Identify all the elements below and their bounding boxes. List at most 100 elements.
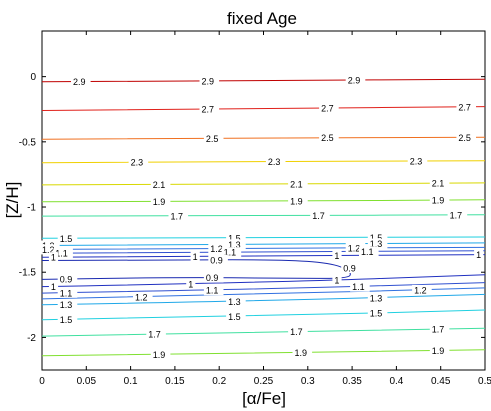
contour-label-bg	[40, 244, 60, 255]
contour-label: 1.5	[60, 234, 73, 244]
contour-label: 1.9	[153, 350, 166, 360]
contour-line-2-3	[41, 160, 486, 164]
contour-label-bg	[150, 349, 171, 360]
contour-label: 1	[51, 282, 56, 292]
contour-label: 1.9	[432, 196, 445, 206]
contour-label: 1.9	[290, 197, 303, 207]
contour-label-bg	[208, 243, 228, 254]
contour-label: 2.5	[458, 133, 471, 143]
contour-label: 1.3	[228, 297, 241, 307]
contour-label-bg	[292, 347, 313, 358]
contour-label-bg	[133, 292, 153, 302]
contour-label-bg	[319, 103, 339, 114]
contour-label-bg	[265, 156, 286, 167]
contour-label-bg	[57, 299, 78, 310]
contour-label-bg	[53, 248, 73, 259]
contour-label: 1.9	[153, 197, 166, 207]
contour-label-bg	[190, 251, 200, 262]
contour-label-bg	[341, 263, 361, 273]
contour-label-bg	[203, 285, 224, 296]
x-tick-label: 0.4	[389, 376, 403, 387]
contour-label-bg	[367, 238, 388, 249]
contour-label-bg	[345, 242, 366, 253]
contour-label-bg	[429, 195, 450, 206]
contour-label: 1.5	[60, 315, 73, 325]
contour-label-bg	[150, 196, 171, 207]
contour-label: 2.1	[153, 180, 166, 190]
contour-label: 1.5	[228, 312, 241, 322]
contour-label-bg	[48, 281, 59, 292]
contour-label: 1.5	[370, 309, 383, 319]
x-tick-label: 0.25	[254, 376, 274, 387]
contour-label-bg	[226, 239, 246, 250]
x-tick-label: 0.3	[301, 376, 315, 387]
contour-line-2-7	[41, 106, 486, 111]
contour-label-bg	[57, 287, 78, 298]
contour-label: 2.3	[268, 157, 281, 167]
contour-label: 1.1	[352, 282, 365, 292]
contour-label-bg	[57, 233, 78, 244]
contour-label: 1.1	[60, 288, 73, 298]
contour-label: 1	[476, 250, 481, 260]
contour-label-bg	[208, 254, 228, 265]
contour-line-1-7	[41, 327, 486, 337]
contour-label: 2.5	[321, 133, 334, 143]
contour-label-bg	[288, 196, 308, 206]
contour-label-bg	[367, 308, 388, 319]
contour-label-bg	[367, 292, 388, 303]
chart-title: fixed Age	[227, 9, 297, 28]
x-tick-label: 0.1	[124, 376, 138, 387]
contour-label-bg	[350, 281, 370, 292]
contour-label: 2.9	[202, 76, 215, 86]
contour-label: 1.2	[210, 244, 223, 254]
contour-line-1-7	[41, 214, 486, 217]
contour-label-bg	[447, 209, 468, 220]
contour-label: 1	[51, 253, 56, 263]
contour-label: 1.9	[432, 346, 445, 356]
contour-label-bg	[186, 279, 196, 289]
contour-line-1-2	[41, 287, 486, 300]
contour-label: 1.2	[348, 243, 361, 253]
contour-label: 2.7	[321, 104, 334, 114]
contour-label-bg	[226, 296, 246, 307]
contour-label-bg	[128, 157, 149, 168]
y-axis-ticks: 0 -0.5 -1 -1.5 -2	[19, 72, 485, 344]
x-tick-label: 0.2	[212, 376, 226, 387]
x-tick-label: 0	[39, 376, 45, 387]
contour-label: 0.9	[210, 255, 223, 265]
contour-label-bg	[412, 284, 432, 295]
contour-label: 1.7	[148, 330, 161, 340]
x-axis-label: [α/Fe]	[242, 389, 286, 408]
contour-label: 1	[334, 276, 339, 286]
contour-label-bg	[429, 178, 450, 189]
contour-label-bg	[429, 324, 450, 335]
contour-line-1-9	[41, 199, 486, 203]
contour-label: 2.9	[348, 76, 361, 86]
y-axis-label: [Z/H]	[3, 182, 22, 219]
contour-label-bg	[221, 247, 242, 258]
contour-label-bg	[288, 179, 308, 189]
contour-label-bg	[332, 275, 342, 286]
contour-label-bg	[57, 314, 78, 325]
x-tick-label: 0.05	[77, 376, 97, 387]
contour-label-bg	[345, 75, 366, 86]
contour-label-bg	[359, 246, 379, 257]
contour-label-bg	[71, 76, 91, 87]
contour-label: 1.3	[370, 239, 383, 249]
contour-line-1	[41, 254, 486, 258]
contour-label: 2.3	[410, 157, 423, 167]
contour-label: 2.3	[131, 158, 144, 168]
contour-label-bg	[310, 210, 330, 221]
contour-label: 0.9	[206, 273, 219, 283]
contour-label-bg	[146, 329, 166, 340]
contour-label: 1.1	[224, 248, 237, 258]
contour-label: 1.3	[228, 240, 241, 250]
contour-label: 1.7	[312, 211, 325, 221]
contour-label: 1.1	[206, 286, 219, 296]
contour-label: 1.7	[450, 210, 463, 220]
contour-label-bg	[48, 252, 59, 263]
contour-label: 1.5	[370, 233, 383, 243]
y-tick-label: -1.5	[19, 268, 37, 279]
contour-label: 2.9	[73, 77, 86, 87]
